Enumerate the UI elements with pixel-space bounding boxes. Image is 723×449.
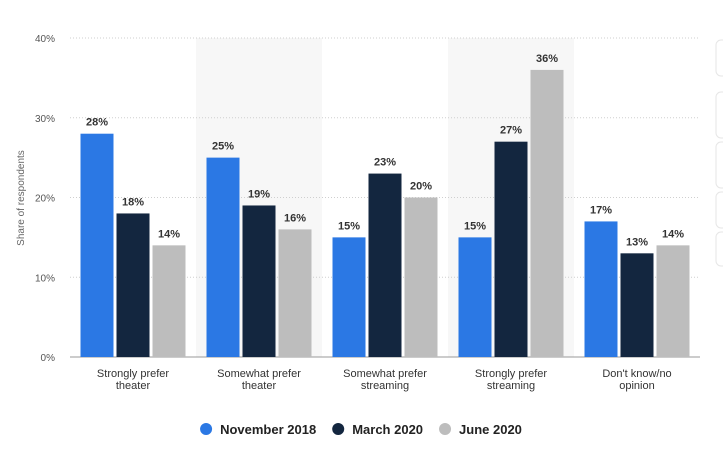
side-tab-4 (715, 191, 723, 229)
bar (404, 197, 438, 357)
data-label: 16% (284, 212, 306, 224)
data-label: 27% (500, 125, 522, 137)
data-label: 14% (662, 228, 684, 240)
legend-label: March 2020 (352, 422, 423, 437)
data-label: 20% (410, 181, 432, 193)
side-tab-3 (715, 141, 723, 189)
legend-marker (200, 423, 213, 435)
x-category-label: Strongly prefer theater (97, 368, 169, 392)
bar (242, 205, 276, 357)
data-label: 13% (626, 236, 648, 248)
x-axis: Strongly prefer theater Somewhat prefer the… (97, 368, 672, 392)
data-label: 17% (590, 204, 612, 216)
data-label: 14% (158, 228, 180, 240)
data-label: 15% (464, 220, 486, 232)
side-tab-1 (715, 39, 723, 77)
bar (278, 229, 312, 357)
y-tick-label: 40% (35, 34, 55, 45)
side-tab-5 (715, 231, 723, 267)
legend-item: June 2020 (439, 422, 522, 437)
bar (494, 141, 528, 357)
data-label: 28% (86, 117, 108, 129)
bar (332, 237, 366, 357)
bar (80, 133, 114, 357)
x-category-label: Somewhat prefer theater (217, 368, 301, 392)
bar (620, 253, 654, 357)
data-label: 18% (122, 196, 144, 208)
legend-label: November 2018 (220, 422, 316, 437)
side-panel-tabs (715, 39, 723, 267)
legend-marker (332, 423, 345, 435)
y-tick-label: 20% (35, 194, 55, 205)
bar (458, 237, 492, 357)
legend-item: November 2018 (200, 422, 316, 437)
bar (530, 69, 564, 358)
data-label: 25% (212, 141, 234, 153)
x-category-label: Strongly prefer streaming (475, 368, 547, 392)
bar (656, 245, 690, 357)
bar (116, 213, 150, 357)
legend-marker (439, 423, 452, 435)
bar (368, 173, 402, 357)
legend: November 2018 March 2020 June 2020 (200, 422, 522, 437)
data-label: 19% (248, 188, 270, 200)
data-label: 36% (536, 53, 558, 65)
legend-item: March 2020 (332, 422, 423, 437)
bar (584, 221, 618, 357)
y-tick-label: 10% (35, 273, 55, 284)
data-label: 15% (338, 220, 360, 232)
data-label: 23% (374, 157, 396, 169)
y-tick-label: 30% (35, 114, 55, 125)
y-tick-label: 0% (41, 353, 56, 364)
bar (206, 157, 240, 357)
y-axis: 0% 10% 20% 30% 40% (35, 34, 55, 364)
y-axis-label: Share of respondents (16, 150, 27, 246)
bars: 28% 18% 14% 25% 19% 16% 15% 23% 20% 15% 27% 36% 17% 1… (80, 53, 690, 358)
x-category-label: Somewhat prefer streaming (343, 368, 427, 392)
x-category-label: Don't know/no opinion (602, 368, 671, 392)
bar (152, 245, 186, 357)
side-tab-2 (715, 91, 723, 139)
legend-label: June 2020 (459, 422, 522, 437)
